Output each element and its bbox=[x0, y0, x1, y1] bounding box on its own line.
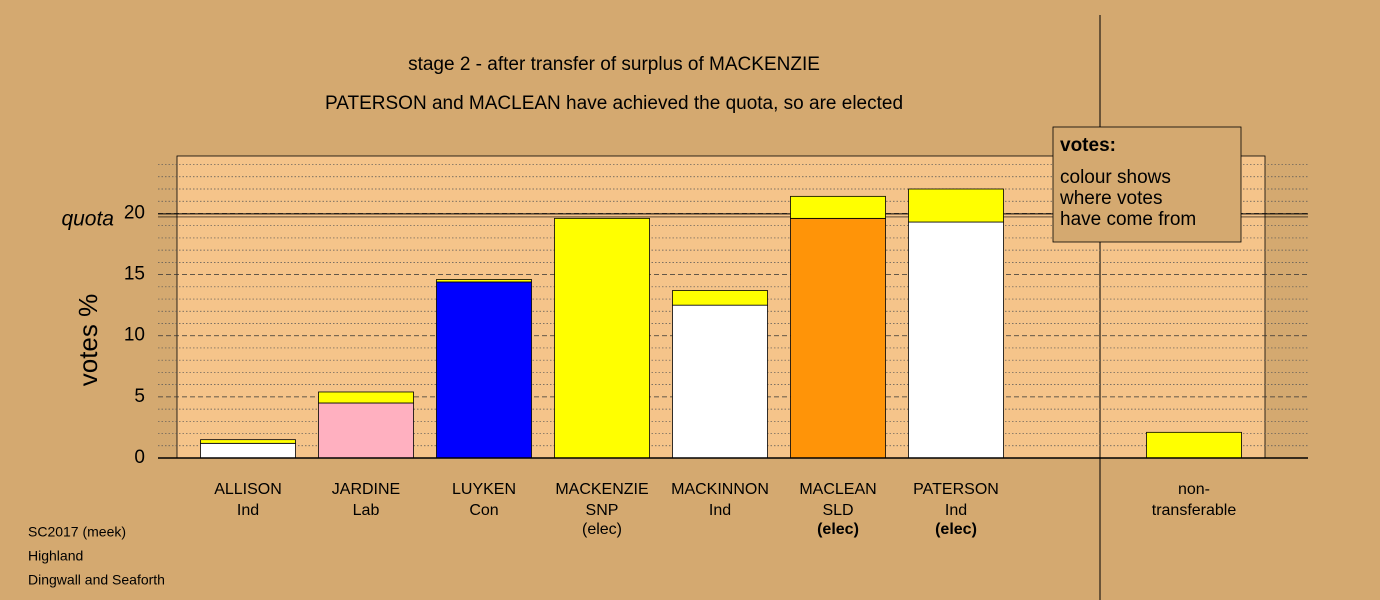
y-tick-label: 20 bbox=[124, 202, 145, 223]
x-tick-label: transferable bbox=[1152, 502, 1237, 519]
chart-subtitle: PATERSON and MACLEAN have achieved the q… bbox=[325, 93, 903, 114]
x-tick-label: Ind bbox=[945, 502, 967, 519]
footer-text: Highland bbox=[28, 548, 83, 564]
x-tick-label: SNP bbox=[586, 502, 619, 519]
elected-note: (elec) bbox=[817, 521, 859, 538]
elected-note: (elec) bbox=[582, 521, 622, 538]
y-tick-label: 5 bbox=[134, 386, 145, 407]
bar-segment bbox=[318, 391, 414, 404]
legend-title: votes: bbox=[1060, 135, 1116, 156]
x-tick-label: Ind bbox=[709, 502, 731, 519]
bar-segment bbox=[672, 290, 768, 306]
x-tick-label: MACKINNON bbox=[671, 481, 769, 498]
x-tick-label: JARDINE bbox=[332, 481, 400, 498]
bar-segment bbox=[554, 217, 650, 459]
x-tick-label: Con bbox=[469, 502, 498, 519]
y-tick-label: 0 bbox=[134, 447, 145, 468]
bar-segment bbox=[436, 279, 532, 283]
footer-text: SC2017 (meek) bbox=[28, 524, 126, 540]
bar-segment bbox=[318, 402, 414, 459]
bar-segment bbox=[908, 221, 1004, 459]
bar-segment bbox=[672, 304, 768, 459]
x-tick-label: ALLISON bbox=[214, 481, 282, 498]
bar-segment bbox=[790, 217, 886, 459]
marks: 0 5 10 15 20 quota ALLISON Ind JARDINE Lab LUYKEN C… bbox=[61, 164, 1308, 538]
x-tick-label: Lab bbox=[353, 502, 380, 519]
y-tick-label: 15 bbox=[124, 264, 145, 285]
footer-text: Dingwall and Seaforth bbox=[28, 572, 165, 588]
chart-title: stage 2 - after transfer of surplus of M… bbox=[408, 54, 820, 75]
legend-text: have come from bbox=[1060, 209, 1196, 230]
x-tick-label: non- bbox=[1178, 481, 1210, 498]
bar-segment bbox=[436, 281, 532, 459]
bar-segment bbox=[200, 439, 296, 444]
x-tick-label: MACKENZIE bbox=[555, 481, 648, 498]
legend-box bbox=[1052, 126, 1242, 243]
x-tick-label: Ind bbox=[237, 502, 259, 519]
x-tick-label: PATERSON bbox=[913, 481, 999, 498]
bar-segment bbox=[1146, 431, 1242, 459]
y-tick-label: 10 bbox=[124, 325, 145, 346]
y-axis-label: votes % bbox=[73, 294, 103, 387]
legend-text: where votes bbox=[1059, 188, 1162, 209]
bar-segment bbox=[790, 195, 886, 219]
elected-note: (elec) bbox=[935, 521, 977, 538]
x-tick-label: MACLEAN bbox=[799, 481, 876, 498]
legend: votes: colour shows where votes have com… bbox=[1052, 126, 1242, 243]
quota-label: quota bbox=[61, 207, 114, 230]
legend-text: colour shows bbox=[1060, 167, 1171, 188]
bar-segment bbox=[908, 188, 1004, 223]
x-tick-label: LUYKEN bbox=[452, 481, 516, 498]
bar-segment bbox=[200, 442, 296, 459]
x-tick-label: SLD bbox=[822, 502, 853, 519]
